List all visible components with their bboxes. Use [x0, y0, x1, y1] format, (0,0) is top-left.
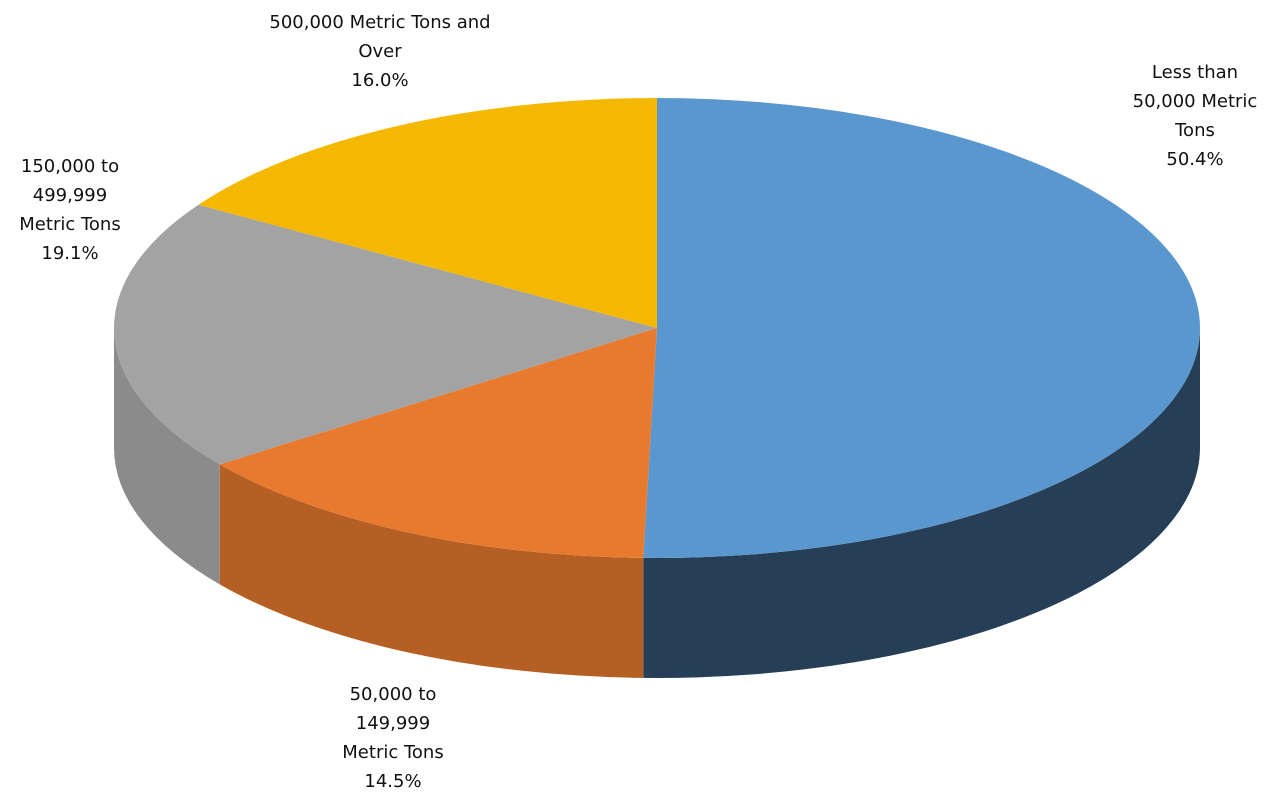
- value-label: 16.0%: [351, 70, 409, 91]
- value-label: 50.4%: [1166, 149, 1224, 170]
- slice: [114, 204, 657, 465]
- slice-side: [219, 464, 644, 678]
- data-label: 150,000 to 499,999 Metric Tons 19.1%: [5, 152, 135, 268]
- data-label: 500,000 Metric Tons and Over 16.0%: [258, 8, 502, 95]
- data-label: 50,000 to 149,999 Metric Tons 14.5%: [328, 680, 458, 796]
- value-label: 19.1%: [41, 243, 99, 264]
- slice: [219, 328, 657, 558]
- category-label: 500,000 Metric Tons and Over: [269, 12, 491, 62]
- slice-side: [643, 328, 1200, 678]
- slice: [198, 98, 657, 328]
- category-label: Less than 50,000 Metric Tons: [1132, 62, 1258, 141]
- data-label: Less than 50,000 Metric Tons 50.4%: [1130, 58, 1260, 174]
- category-label: 150,000 to 499,999 Metric Tons: [19, 156, 121, 235]
- category-label: 50,000 to 149,999 Metric Tons: [342, 684, 444, 763]
- slice: [643, 98, 1201, 559]
- value-label: 14.5%: [364, 771, 422, 792]
- slice-side: [113, 328, 220, 585]
